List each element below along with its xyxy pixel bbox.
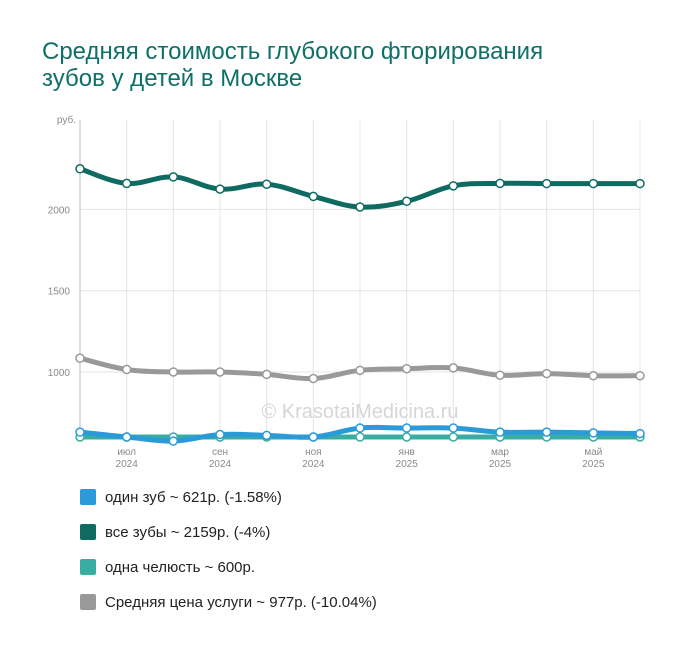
series-3-point — [215, 367, 225, 377]
series-0-point — [261, 430, 272, 441]
series-1-point — [541, 178, 552, 189]
x-tick-label-year: 2024 — [209, 459, 232, 470]
x-tick-label-year: 2024 — [116, 459, 139, 470]
y-tick-label: 2000 — [48, 205, 71, 216]
series-0-point — [448, 423, 459, 433]
legend: один зуб ~ 621р. (-1.58%) все зубы ~ 2159… — [80, 488, 377, 628]
series-1-point — [588, 178, 599, 189]
series-2-point — [401, 432, 412, 442]
series-3-point — [495, 370, 505, 380]
legend-swatch — [80, 594, 96, 610]
x-tick-label-month: янв — [399, 447, 415, 458]
x-tick-label-year: 2025 — [396, 459, 419, 470]
series-1-point — [215, 184, 225, 194]
series-0-point — [495, 427, 505, 437]
series-3-point — [355, 365, 365, 376]
series-1-point — [401, 196, 412, 207]
series-0-point — [308, 432, 319, 442]
series-1-point — [121, 178, 132, 189]
series-3-point — [261, 369, 272, 380]
series-3-point — [308, 373, 319, 384]
series-0-point — [401, 423, 412, 433]
series-1-point — [308, 191, 319, 202]
series-1-point — [355, 202, 365, 212]
x-tick-label-month: сен — [212, 447, 228, 458]
legend-label: одна челюсть ~ 600р. — [105, 558, 256, 576]
legend-item[interactable]: Средняя цена услуги ~ 977р. (-10.04%) — [80, 593, 377, 611]
y-axis-unit: руб. — [57, 114, 76, 126]
series-1-point — [635, 178, 645, 189]
chart-title-line-1: Средняя стоимость глубокого фторирования — [42, 38, 544, 65]
series-1-point — [495, 178, 505, 189]
series-1-point — [448, 181, 459, 191]
series-2-point — [448, 432, 459, 442]
watermark-text: © KrasotaiMedicina.ru — [261, 401, 458, 423]
series-3-point — [541, 368, 552, 379]
series-0-point — [588, 428, 599, 438]
series-0-point — [215, 429, 225, 440]
legend-swatch — [80, 489, 96, 505]
series-3-point — [401, 363, 412, 374]
series-3-point — [448, 363, 459, 373]
x-tick-label-month: июл — [117, 447, 136, 458]
x-tick-label-month: мар — [491, 447, 509, 458]
legend-swatch — [80, 559, 96, 575]
series-3-point — [121, 364, 132, 375]
legend-label: все зубы ~ 2159р. (-4%) — [105, 523, 271, 541]
series-0-point — [635, 428, 645, 439]
series-0-point — [541, 427, 552, 437]
series-3-point — [75, 353, 85, 363]
series-0-point — [355, 423, 365, 433]
series-3-point — [635, 370, 645, 381]
legend-item[interactable]: все зубы ~ 2159р. (-4%) — [80, 523, 377, 541]
series-3-point — [588, 370, 599, 381]
x-tick-label-year: 2024 — [302, 459, 325, 470]
x-tick-label-month: ноя — [305, 447, 322, 458]
series-0-point — [121, 432, 132, 442]
legend-label: Средняя цена услуги ~ 977р. (-10.04%) — [105, 593, 377, 611]
chart-title: Средняя стоимость глубокого фторирования… — [42, 38, 642, 92]
series-0-point — [168, 436, 179, 446]
legend-item[interactable]: одна челюсть ~ 600р. — [80, 558, 377, 576]
series-2-point — [355, 432, 365, 442]
x-tick-label-year: 2025 — [582, 459, 605, 470]
series-3-point — [168, 367, 179, 377]
line-chart: руб.100015002000июл2024сен2024ноя2024янв… — [48, 114, 645, 470]
x-tick-label-year: 2025 — [489, 459, 512, 470]
series-1-point — [168, 172, 179, 182]
series-1-point — [261, 179, 272, 189]
legend-item[interactable]: один зуб ~ 621р. (-1.58%) — [80, 488, 377, 506]
legend-swatch — [80, 524, 96, 540]
legend-label: один зуб ~ 621р. (-1.58%) — [105, 488, 282, 506]
y-tick-label: 1500 — [48, 287, 71, 298]
chart-title-line-2: зубов у детей в Москве — [42, 65, 303, 92]
y-tick-label: 1000 — [48, 368, 71, 379]
series-0-point — [75, 427, 85, 437]
series-1-point — [75, 164, 85, 174]
x-tick-label-month: май — [584, 447, 602, 458]
